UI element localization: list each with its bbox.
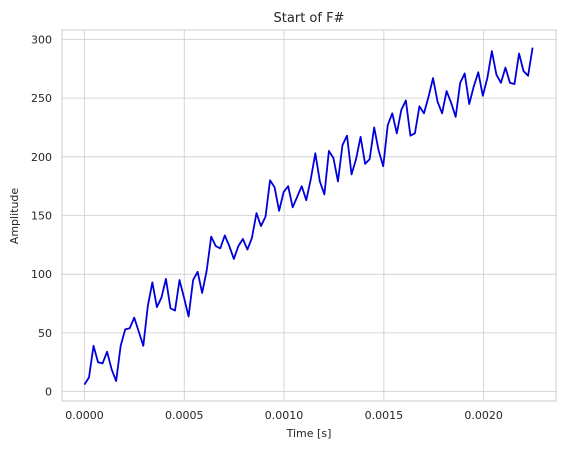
x-tick-labels: 0.0000 0.0005 0.0010 0.0015 0.0020 (65, 409, 503, 422)
x-tick-label: 0.0010 (265, 409, 304, 422)
chart-title: Start of F# (274, 11, 345, 26)
x-tick-label: 0.0015 (365, 409, 404, 422)
y-tick-label: 200 (31, 151, 52, 164)
x-tick-label: 0.0020 (464, 409, 503, 422)
x-tick-label: 0.0005 (165, 409, 204, 422)
plot-frame (61, 29, 557, 402)
y-tick-label: 100 (31, 268, 52, 281)
series-layer (83, 47, 534, 386)
y-axis-label: Amplitude (8, 188, 21, 245)
y-tick-label: 150 (31, 210, 52, 223)
x-axis-label: Time [s] (286, 427, 332, 440)
y-tick-label: 300 (31, 33, 52, 46)
y-tick-label: 50 (38, 327, 52, 340)
y-tick-label: 250 (31, 92, 52, 105)
grid-lines (62, 30, 556, 401)
y-tick-labels: 0 50 100 150 200 250 300 (31, 33, 52, 398)
series-line (83, 47, 534, 386)
y-tick-label: 0 (45, 386, 52, 399)
x-tick-label: 0.0000 (65, 409, 104, 422)
